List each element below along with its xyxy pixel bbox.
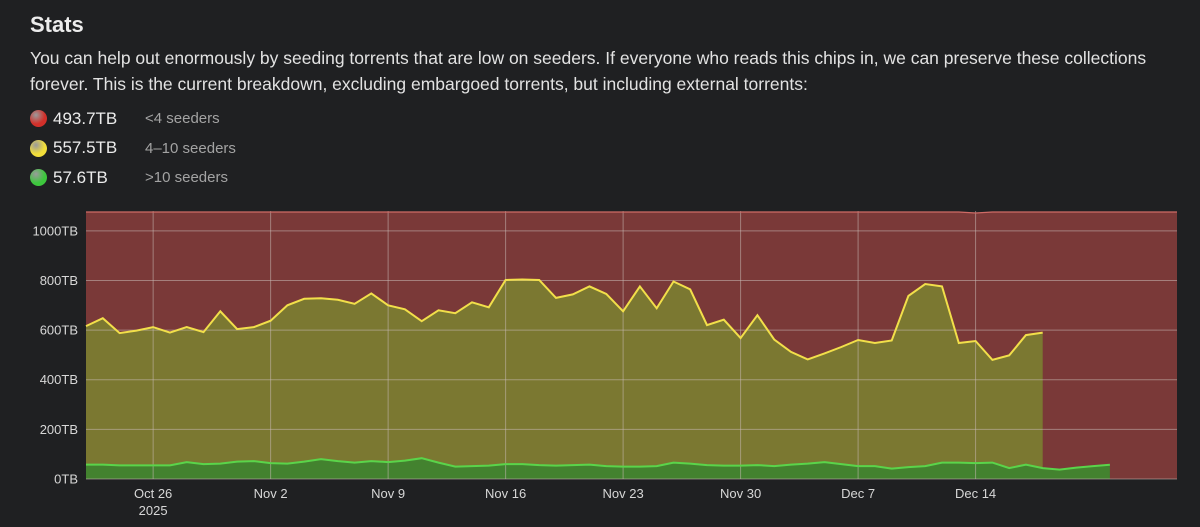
legend-amount: 57.6TB	[53, 167, 108, 187]
yellow-circle-icon	[30, 139, 47, 157]
green-circle-icon	[30, 169, 47, 187]
x-tick-label: Dec 7	[841, 486, 875, 501]
legend-amount: 493.7TB	[53, 108, 118, 128]
line-low-seeders	[86, 211, 1177, 214]
y-tick-label: 800TB	[40, 273, 78, 288]
description-line-2: forever. This is the current breakdown, …	[30, 74, 808, 94]
area-high-seeders	[86, 458, 1110, 479]
y-tick-label: 600TB	[40, 323, 78, 338]
stats-description: You can help out enormously by seeding t…	[30, 45, 1200, 97]
y-tick-label: 1000TB	[32, 223, 78, 238]
x-tick-label: Nov 16	[485, 486, 526, 501]
y-tick-label: 0TB	[54, 472, 78, 487]
legend-row-medium: 557.5TB 4–10 seeders	[30, 134, 236, 164]
x-tick-label: Nov 2	[254, 486, 288, 501]
x-tick-label: Oct 26	[134, 486, 172, 501]
x-tick-label: Dec 14	[955, 486, 996, 501]
x-tick-label: Nov 23	[603, 486, 644, 501]
x-tick-label: Nov 30	[720, 486, 761, 501]
legend-label: 4–10 seeders	[145, 139, 236, 157]
stats-title: Stats	[30, 12, 84, 37]
legend-label: <4 seeders	[145, 110, 220, 128]
x-year-label: 2025	[139, 503, 168, 518]
y-tick-label: 200TB	[40, 422, 78, 437]
seeders-stacked-area-chart[interactable]: 0TB 200TB 400TB 600TB 800TB 1000TB Oct 26 Nov 2…	[0, 195, 1200, 527]
y-tick-label: 400TB	[40, 372, 78, 387]
red-circle-icon	[30, 110, 47, 128]
line-medium-seeders	[85, 278, 1043, 362]
seeder-legend: 493.7TB <4 seeders 557.5TB 4–10 seeders …	[30, 104, 236, 193]
legend-label: >10 seeders	[145, 169, 228, 187]
line-high-seeders	[86, 457, 1110, 471]
legend-row-high: 57.6TB >10 seeders	[30, 163, 236, 193]
description-line-1: You can help out enormously by seeding t…	[30, 48, 1147, 68]
legend-row-low: 493.7TB <4 seeders	[30, 104, 236, 134]
x-tick-label: Nov 9	[371, 486, 405, 501]
legend-amount: 557.5TB	[53, 138, 118, 158]
